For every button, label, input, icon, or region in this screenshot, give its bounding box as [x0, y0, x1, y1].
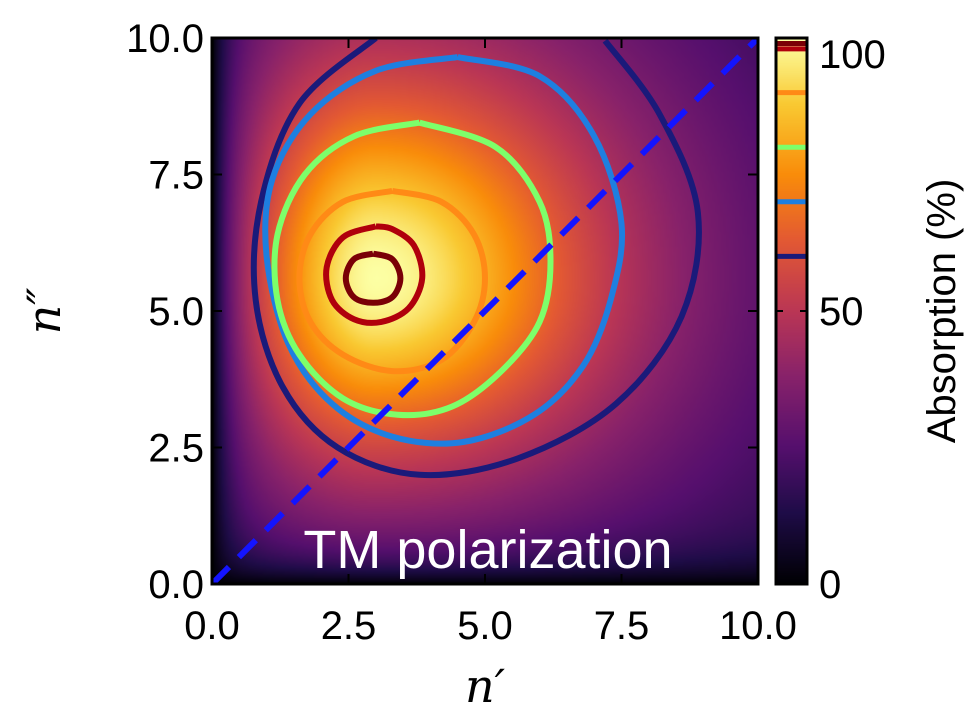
heatmap-plot: TM polarization 0.0 2.5 5.0 7.5 10.0 0.0 2.5 5… [126, 17, 797, 648]
y-tick-label: 7.5 [148, 154, 204, 198]
colorbar-title: Absorption (%) [920, 179, 964, 444]
x-tick-label: 7.5 [594, 604, 650, 648]
y-tick-label: 5.0 [148, 290, 204, 334]
x-tick-label: 10.0 [719, 604, 797, 648]
colorbar: 0 50 100 Absorption (%) [774, 33, 964, 607]
x-axis-ticks: 0.0 2.5 5.0 7.5 10.0 [184, 38, 797, 648]
colorbar-tick-label: 100 [819, 33, 886, 77]
colorbar-level-markers [776, 40, 807, 259]
x-tick-label: 0.0 [184, 604, 240, 648]
diagonal-line [212, 38, 758, 584]
y-axis-ticks: 0.0 2.5 5.0 7.5 10.0 [126, 17, 758, 607]
contour-70 [262, 54, 626, 447]
contour-99 [342, 250, 404, 306]
contour-98 [323, 223, 426, 326]
polarization-annotation: TM polarization [303, 520, 672, 580]
y-axis-title: n″ [17, 288, 71, 335]
contour-60 [250, 38, 702, 479]
colorbar-ticks: 0 50 100 [776, 33, 886, 607]
x-tick-label: 5.0 [457, 604, 513, 648]
contour-80 [271, 119, 554, 419]
colorbar-tick-label: 0 [819, 563, 841, 607]
y-tick-label: 0.0 [148, 563, 204, 607]
y-tick-label: 10.0 [126, 17, 204, 61]
y-tick-label: 2.5 [148, 427, 204, 471]
x-tick-label: 2.5 [321, 604, 377, 648]
x-axis-title: n′ [465, 659, 506, 713]
colorbar-tick-label: 50 [819, 290, 864, 334]
contour-layer [250, 38, 702, 479]
contour-90 [296, 187, 489, 375]
